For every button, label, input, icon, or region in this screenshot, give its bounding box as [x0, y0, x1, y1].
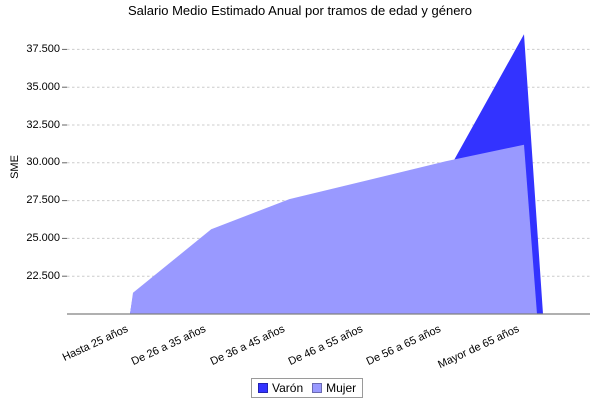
legend-item: Mujer [312, 381, 356, 395]
area-series-1-mujer [130, 144, 537, 314]
legend-item: Varón [258, 381, 303, 395]
chart-legend: Varón Mujer [251, 378, 364, 398]
y-tick-label: 30.000 [26, 156, 60, 169]
legend-label: Varón [272, 381, 304, 395]
y-tick-label: 22.500 [26, 269, 60, 282]
y-tick-label: 27.500 [26, 194, 60, 207]
y-tick-label: 37.500 [26, 42, 60, 55]
legend-label: Mujer [326, 381, 357, 395]
y-tick-label: 32.500 [26, 118, 60, 131]
y-tick-label: 35.000 [26, 80, 60, 93]
legend-swatch [258, 383, 268, 393]
y-tick-label: 25.000 [26, 231, 60, 244]
legend-swatch [312, 383, 323, 393]
chart-title: Salario Medio Estimado Anual por tramos … [128, 3, 472, 18]
